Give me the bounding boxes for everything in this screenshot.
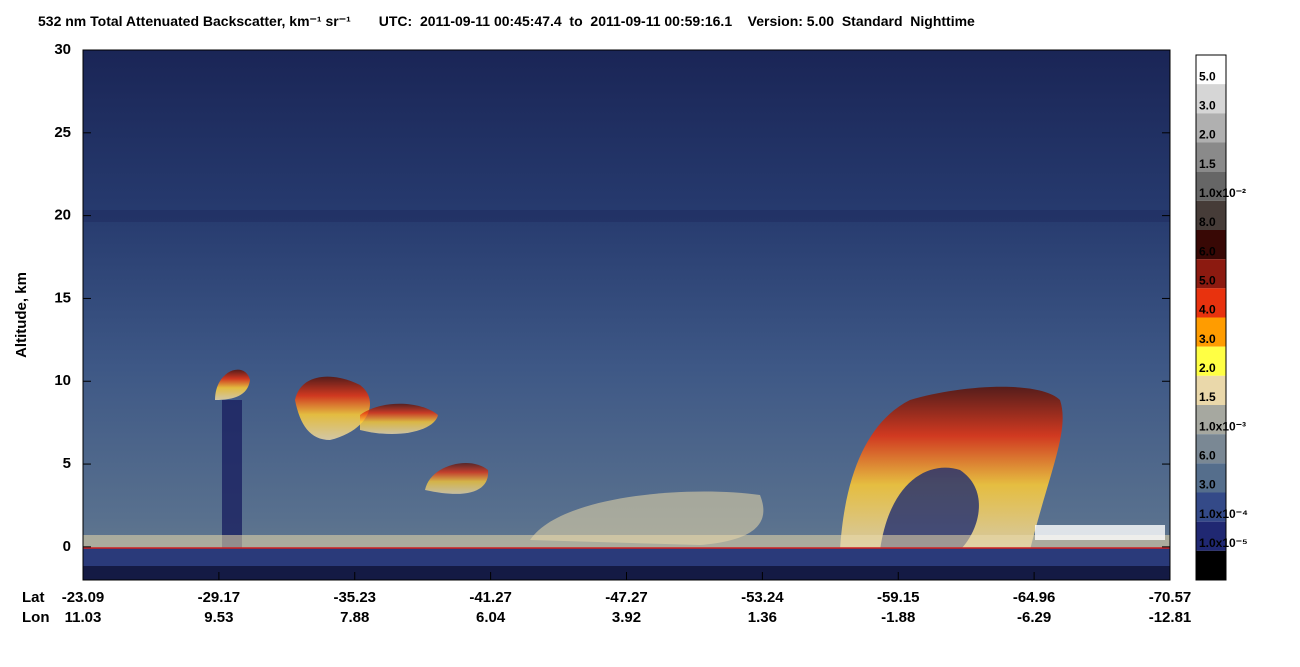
x-tick-label: 7.88 (340, 609, 369, 626)
colorbar-swatch (1196, 550, 1226, 580)
x-row-label: Lat (22, 589, 45, 606)
colorbar-label: 6.0 (1199, 449, 1216, 463)
colorbar-swatch (1196, 288, 1226, 318)
x-tick-label: -29.17 (198, 589, 241, 606)
x-tick-label: -6.29 (1017, 609, 1051, 626)
x-tick-label: -41.27 (469, 589, 512, 606)
x-tick-label: 11.03 (65, 609, 102, 626)
colorbar-label: 5.0 (1199, 69, 1216, 83)
x-tick-label: -1.88 (881, 609, 915, 626)
x-tick-label: 3.92 (612, 609, 641, 626)
colorbar-frame (1195, 54, 1227, 581)
chart-title: 532 nm Total Attenuated Backscatter, km⁻… (38, 13, 975, 29)
colorbar-label: 3.0 (1199, 99, 1216, 113)
y-tick-label: 20 (54, 207, 71, 224)
y-tick-label: 10 (54, 372, 71, 389)
y-tick-label: 0 (63, 538, 71, 555)
colorbar-swatch (1196, 405, 1226, 435)
colorbar-swatch (1196, 317, 1226, 347)
x-tick-label: -53.24 (741, 589, 784, 606)
x-row-label: Lon (22, 609, 50, 626)
colorbar-swatch (1196, 230, 1226, 260)
x-tick-label: 9.53 (204, 609, 233, 626)
colorbar-swatch (1196, 492, 1226, 522)
colorbar-label: 2.0 (1199, 361, 1216, 375)
colorbar-label: 5.0 (1199, 274, 1216, 288)
colorbar-label: 1.5 (1199, 390, 1216, 404)
colorbar-label: 1.5 (1199, 157, 1216, 171)
x-tick-label: 1.36 (748, 609, 777, 626)
backscatter-image (83, 50, 1170, 580)
colorbar-label: 1.0x10⁻² (1199, 186, 1246, 200)
colorbar-swatch (1196, 521, 1226, 551)
colorbar-swatch (1196, 113, 1226, 143)
subtitle: UTC: 2011-09-11 00:45:47.4 to 2011-09-11… (379, 13, 975, 29)
colorbar-swatch (1196, 259, 1226, 289)
colorbar-swatch (1196, 463, 1226, 493)
x-tick-label: -59.15 (877, 589, 920, 606)
colorbar-label: 6.0 (1199, 244, 1216, 258)
colorbar-label: 1.0x10⁻⁴ (1199, 507, 1248, 521)
x-tick-label: -70.57 (1149, 589, 1192, 606)
y-tick-label: 5 (63, 455, 71, 472)
colorbar-swatch (1196, 84, 1226, 114)
title: 532 nm Total Attenuated Backscatter, km⁻… (38, 13, 351, 29)
colorbar-label: 4.0 (1199, 303, 1216, 317)
colorbar-swatch (1196, 55, 1226, 85)
colorbar-label: 8.0 (1199, 215, 1216, 229)
colorbar-swatch (1196, 200, 1226, 230)
colorbar-label: 1.0x10⁻⁵ (1199, 536, 1248, 550)
colorbar-swatch (1196, 375, 1226, 405)
colorbar-swatch (1196, 171, 1226, 201)
x-tick-label: -12.81 (1149, 609, 1192, 626)
colorbar-label: 1.0x10⁻³ (1199, 419, 1246, 433)
colorbar-swatch (1196, 434, 1226, 464)
colorbar-label: 3.0 (1199, 332, 1216, 346)
x-tick-label: 6.04 (476, 609, 506, 626)
y-axis-label: Altitude, km (13, 272, 30, 358)
x-tick-label: -47.27 (605, 589, 648, 606)
colorbar-swatch (1196, 346, 1226, 376)
x-tick-label: -23.09 (62, 589, 105, 606)
colorbar-label: 2.0 (1199, 128, 1216, 142)
y-tick-label: 30 (54, 41, 71, 58)
colorbar-swatch (1196, 142, 1226, 172)
y-tick-label: 15 (54, 289, 71, 306)
x-tick-label: -64.96 (1013, 589, 1056, 606)
colorbar-label: 3.0 (1199, 478, 1216, 492)
y-tick-label: 25 (54, 124, 71, 141)
x-tick-label: -35.23 (333, 589, 376, 606)
